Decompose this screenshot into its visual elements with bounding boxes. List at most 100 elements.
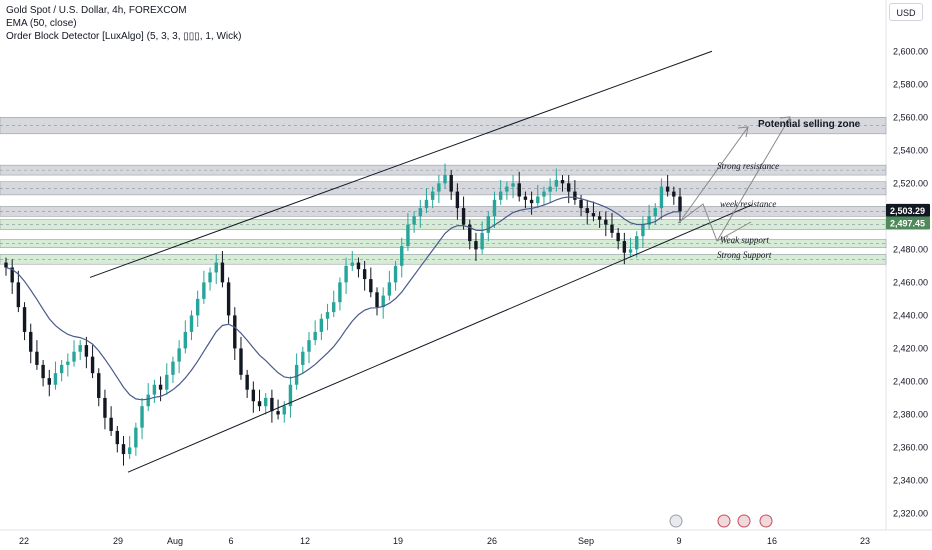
- candle-body-108: [672, 191, 676, 197]
- channel-lower-line: [127, 204, 753, 473]
- candle-body-12: [78, 345, 82, 352]
- y-tick-label-4: 2,520.00: [893, 178, 928, 188]
- currency-button[interactable]: USD: [889, 3, 923, 21]
- candle-body-91: [566, 183, 571, 192]
- candle-body-35: [220, 262, 225, 283]
- candle-body-101: [628, 249, 633, 253]
- candle-body-59: [369, 279, 373, 293]
- x-tick-label-3: 6: [228, 536, 233, 546]
- candle-body-44: [276, 411, 280, 415]
- candle-body-70: [437, 183, 441, 192]
- candle-body-79: [492, 199, 497, 217]
- candle-body-86: [536, 196, 540, 204]
- legend-symbol[interactable]: Gold Spot / U.S. Dollar, 4h, FOREXCOM: [6, 5, 187, 16]
- x-tick-label-4: 12: [300, 536, 310, 546]
- candle-body-66: [412, 216, 416, 225]
- projection-path-1: [677, 203, 752, 242]
- zone-support-5: [0, 239, 887, 249]
- candle-body-88: [548, 186, 552, 192]
- y-tick-label-7: 2,460.00: [893, 277, 928, 287]
- candle-body-57: [356, 262, 361, 270]
- candle-body-19: [121, 444, 126, 455]
- candle-body-39: [245, 374, 249, 390]
- candle-body-85: [529, 199, 534, 204]
- candle-body-65: [406, 224, 410, 247]
- candle-body-37: [233, 315, 237, 349]
- candle-body-11: [72, 351, 76, 362]
- candle-body-62: [387, 282, 392, 296]
- candle-body-24: [152, 384, 157, 395]
- x-tick-label-10: 23: [860, 536, 870, 546]
- annotation-strong-sup: Strong Support: [717, 250, 772, 260]
- candle-body-93: [579, 199, 583, 209]
- event-icon-1: [717, 514, 731, 528]
- candle-body-89: [554, 180, 559, 187]
- candle-body-53: [332, 302, 336, 313]
- candle-body-61: [381, 295, 385, 308]
- x-tick-label-8: 9: [676, 536, 681, 546]
- projection-path-3: [716, 116, 791, 242]
- candle-body-82: [511, 183, 515, 187]
- candle-body-58: [362, 269, 367, 280]
- candle-body-31: [195, 298, 200, 316]
- arrowhead-2: [779, 116, 791, 128]
- candle-body-72: [449, 175, 453, 192]
- candle-body-51: [319, 318, 324, 332]
- candle-body-67: [418, 208, 422, 217]
- legend-order-block[interactable]: Order Block Detector [LuxAlgo] (5, 3, 3,…: [6, 31, 242, 42]
- candle-body-97: [604, 219, 608, 225]
- y-tick-label-9: 2,420.00: [893, 343, 928, 353]
- x-tick-label-7: Sep: [578, 536, 594, 546]
- candle-body-4: [29, 331, 33, 352]
- event-icon-0: [669, 514, 683, 528]
- candle-body-30: [189, 315, 194, 332]
- candle-body-96: [597, 216, 602, 220]
- candle-body-10: [66, 361, 70, 365]
- annotation-weak-res: week resistance: [720, 199, 776, 209]
- candle-body-107: [665, 186, 670, 192]
- candle-body-56: [350, 262, 354, 266]
- candle-body-80: [498, 191, 503, 200]
- zone-resistance-2: [0, 181, 887, 196]
- annotation-strong-res: Strong resistance: [717, 161, 779, 171]
- ema-price-badge: [886, 216, 930, 230]
- x-tick-label-2: Aug: [167, 536, 183, 546]
- legend-ema[interactable]: EMA (50, close): [6, 18, 77, 29]
- annotation-weak-sup: Weak support: [720, 235, 769, 245]
- candle-body-92: [573, 191, 577, 200]
- event-icon-3: [759, 514, 773, 528]
- candle-body-73: [455, 191, 460, 209]
- candle-body-45: [282, 406, 286, 415]
- candle-body-3: [22, 307, 27, 332]
- candle-body-41: [257, 401, 262, 407]
- candle-body-6: [41, 364, 45, 379]
- candle-body-25: [158, 384, 163, 390]
- candle-body-22: [140, 406, 144, 428]
- candle-body-84: [523, 196, 528, 200]
- candle-body-104: [647, 216, 651, 225]
- candle-body-48: [301, 351, 305, 365]
- candle-body-20: [127, 447, 132, 455]
- chart-legend: Gold Spot / U.S. Dollar, 4h, FOREXCOM EM…: [6, 4, 241, 43]
- candle-body-106: [659, 186, 664, 209]
- candle-body-105: [653, 208, 657, 217]
- channel-upper-line: [89, 50, 713, 278]
- y-tick-label-8: 2,440.00: [893, 310, 928, 320]
- candle-body-43: [270, 397, 274, 412]
- candle-body-32: [202, 282, 206, 299]
- y-tick-label-13: 2,340.00: [893, 475, 928, 485]
- candle-body-68: [424, 199, 429, 209]
- y-tick-label-14: 2,320.00: [893, 508, 928, 518]
- candle-body-42: [264, 397, 268, 407]
- candle-body-102: [635, 236, 639, 250]
- candle-body-46: [288, 384, 293, 407]
- x-tick-label-6: 26: [487, 536, 497, 546]
- projection-path-2: [678, 126, 749, 224]
- candle-body-36: [226, 282, 231, 316]
- candle-body-83: [517, 183, 521, 197]
- price-axis-panel: [886, 0, 932, 550]
- candle-body-100: [622, 241, 627, 253]
- candle-body-29: [183, 331, 188, 349]
